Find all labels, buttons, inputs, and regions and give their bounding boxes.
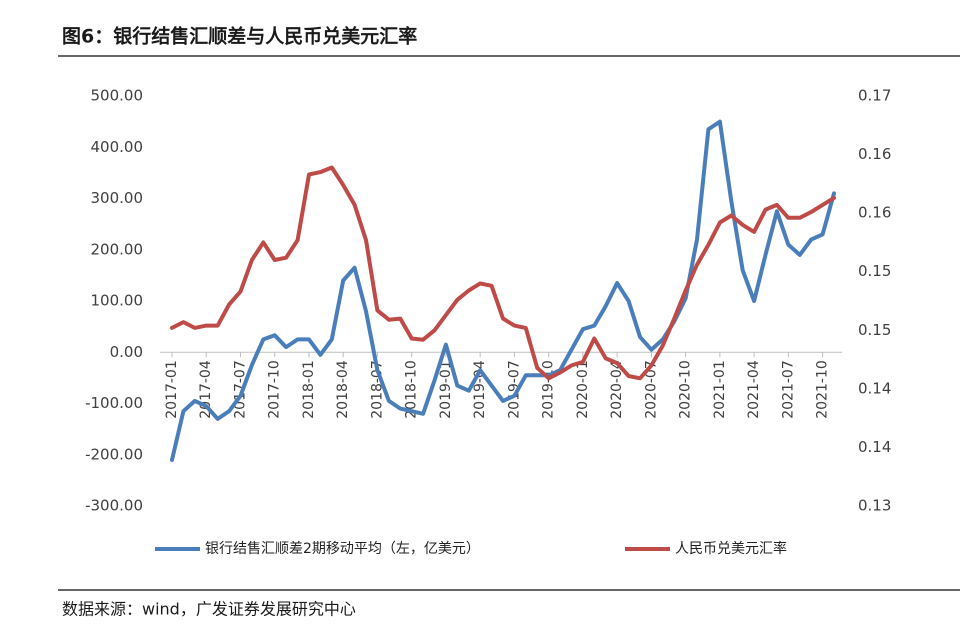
legend-label: 银行结售汇顺差2期移动平均（左，亿美元）: [205, 541, 480, 557]
x-tick-label: 2018-07: [369, 360, 385, 419]
y-tick-label: 500.00: [91, 87, 144, 105]
y-tick-label: 100.00: [91, 292, 144, 310]
x-tick-label: 2019-01: [438, 360, 454, 419]
x-tick-label: 2020-07: [643, 360, 659, 419]
y2-tick-label: 0.15: [858, 321, 891, 339]
x-tick-label: 2020-04: [609, 360, 625, 419]
x-tick-label: 2021-01: [712, 360, 728, 419]
y-tick-label: 400.00: [91, 138, 144, 156]
x-tick-label: 2021-10: [815, 360, 831, 419]
y2-tick-label: 0.13: [858, 497, 891, 515]
x-tick-label: 2019-07: [506, 360, 522, 419]
y2-tick-label: 0.15: [858, 262, 891, 280]
y-tick-label: 200.00: [91, 240, 144, 258]
x-tick-label: 2018-01: [301, 360, 317, 419]
x-tick-label: 2020-01: [575, 360, 591, 419]
series-line: [170, 119, 836, 462]
chart-title: 图6：银行结售汇顺差与人民币兑美元汇率: [62, 25, 417, 48]
source: 数据来源：wind，广发证券发展研究中心: [62, 600, 356, 619]
y2-tick-label: 0.17: [858, 87, 891, 105]
legend-label: 人民币兑美元汇率: [675, 540, 787, 557]
series-line: [170, 165, 836, 381]
y-tick-label: 0.00: [110, 343, 143, 361]
x-tick-label: 2017-01: [164, 360, 180, 419]
x-tick-label: 2021-07: [780, 360, 796, 419]
x-tick-label: 2017-07: [232, 360, 248, 419]
y2-tick-label: 0.14: [858, 379, 891, 397]
x-tick-label: 2017-10: [267, 360, 283, 419]
y2-tick-label: 0.16: [858, 204, 891, 222]
y-tick-label: -300.00: [85, 497, 143, 515]
y-tick-label: 300.00: [91, 189, 144, 207]
y2-tick-label: 0.14: [858, 438, 891, 456]
x-tick-label: 2018-10: [404, 360, 420, 419]
x-tick-label: 2020-10: [678, 360, 694, 419]
x-tick-label: 2018-04: [335, 360, 351, 419]
x-tick-label: 2021-04: [746, 360, 762, 419]
y-tick-label: -200.00: [85, 445, 143, 463]
y-tick-label: -100.00: [85, 394, 143, 412]
x-tick-label: 2019-10: [541, 360, 557, 419]
y2-tick-label: 0.16: [858, 145, 891, 163]
